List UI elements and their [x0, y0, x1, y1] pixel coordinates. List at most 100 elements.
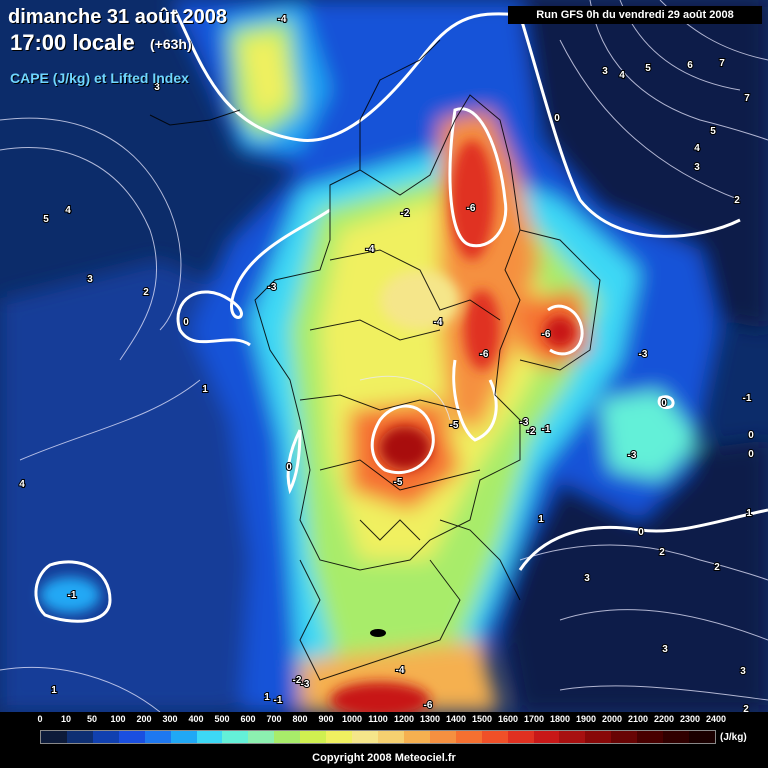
contour-label: -1 — [274, 695, 283, 706]
legend-swatch — [274, 731, 301, 743]
contour-label: 3 — [602, 66, 608, 77]
contour-label: -1 — [68, 590, 77, 601]
legend-tick-label: 50 — [86, 714, 98, 724]
copyright-text: Copyright 2008 Meteociel.fr — [312, 752, 456, 764]
legend-tick-label: 600 — [240, 714, 256, 724]
contour-label: -3 — [268, 282, 277, 293]
legend-tick-label: 200 — [136, 714, 152, 724]
legend-tick-labels: 0 10 50 100 200 300 400 500 600 700 800 900 1000 1100… — [37, 714, 726, 728]
legend-swatch — [689, 731, 715, 743]
legend-swatch — [533, 731, 560, 743]
contour-label: 6 — [687, 60, 693, 71]
legend-swatch — [663, 731, 690, 743]
contour-label: 0 — [183, 317, 189, 328]
legend-swatch — [585, 731, 612, 743]
contour-label: 1 — [264, 692, 270, 703]
contour-label: -1 — [542, 424, 551, 435]
contour-label: -2 — [401, 208, 410, 219]
contour-label: 1 — [746, 508, 752, 519]
legend-tick-label: 100 — [110, 714, 126, 724]
contour-label: -3 — [520, 417, 529, 428]
contour-label: 2 — [143, 287, 149, 298]
legend-tick-label: 1600 — [497, 714, 519, 724]
legend-swatch — [118, 731, 145, 743]
contour-label: 2 — [734, 195, 740, 206]
contour-label: 3 — [87, 274, 93, 285]
legend-swatch — [300, 731, 327, 743]
contour-label: 0 — [286, 462, 292, 473]
contour-label: -3 — [639, 349, 648, 360]
legend-color-bar — [40, 730, 716, 744]
contour-label: -5 — [394, 477, 403, 488]
contour-label: 0 — [661, 398, 667, 409]
cape-maxima-layer — [40, 140, 576, 718]
legend-tick-label: 1500 — [471, 714, 493, 724]
contour-label: 3 — [584, 573, 590, 584]
legend-swatch — [481, 731, 508, 743]
contour-label: -6 — [480, 349, 489, 360]
forecast-offset: (+63h) — [150, 36, 192, 52]
contour-label: -6 — [467, 203, 476, 214]
legend-tick-label: 1900 — [575, 714, 597, 724]
forecast-time: 17:00 locale — [10, 30, 135, 55]
legend-tick-label: 500 — [214, 714, 230, 724]
legend-tick-label: 1300 — [419, 714, 441, 724]
contour-label: -4 — [396, 665, 405, 676]
contour-label: 5 — [710, 126, 716, 137]
contour-label: 3 — [694, 162, 700, 173]
contour-label: -1 — [743, 393, 752, 404]
contour-label: 3 — [662, 644, 668, 655]
contour-label: 0 — [554, 113, 560, 124]
legend-swatch — [326, 731, 353, 743]
contour-label: -4 — [434, 317, 443, 328]
legend-tick-label: 2400 — [705, 714, 727, 724]
contour-label: 7 — [719, 58, 725, 69]
legend-tick-label: 400 — [188, 714, 204, 724]
legend-tick-label: 2100 — [627, 714, 649, 724]
legend-swatch — [611, 731, 638, 743]
contour-label: 0 — [638, 527, 644, 538]
contour-label: 4 — [65, 205, 71, 216]
legend-swatch — [559, 731, 586, 743]
legend-swatch — [170, 731, 197, 743]
legend-swatch — [41, 731, 67, 743]
legend-swatch — [507, 731, 534, 743]
contour-label: -3 — [301, 679, 310, 690]
legend-tick-label: 0 — [37, 714, 43, 724]
contour-label: 3 — [740, 666, 746, 677]
legend-swatch — [403, 731, 430, 743]
contour-label: 0 — [748, 430, 754, 441]
border-lines — [149, 39, 601, 681]
legend-tick-label: 2200 — [653, 714, 675, 724]
contour-label: 1 — [202, 384, 208, 395]
contour-label: 0 — [748, 449, 754, 460]
legend-tick-label: 2000 — [601, 714, 623, 724]
legend-tick-label: 1700 — [523, 714, 545, 724]
contour-label: 2 — [743, 704, 749, 715]
legend-tick-label: 300 — [162, 714, 178, 724]
parameter-title: CAPE (J/kg) et Lifted Index — [10, 70, 189, 86]
lifted-index-isolines — [0, 0, 768, 713]
legend-swatch — [377, 731, 404, 743]
legend-swatch — [144, 731, 171, 743]
legend-tick-label: 1800 — [549, 714, 571, 724]
contour-label: 2 — [714, 562, 720, 573]
legend-tick-label: 1200 — [393, 714, 415, 724]
contour-label: 5 — [43, 214, 49, 225]
legend-tick-label: 2300 — [679, 714, 701, 724]
contour-label: 4 — [19, 479, 25, 490]
contour-label: -6 — [424, 700, 433, 711]
contour-label: 4 — [619, 70, 625, 81]
contour-label: -2 — [293, 675, 302, 686]
contour-label: 1 — [538, 514, 544, 525]
legend-swatch — [196, 731, 223, 743]
legend-tick-label: 700 — [266, 714, 282, 724]
contour-label: -6 — [542, 329, 551, 340]
legend-tick-label: 800 — [292, 714, 308, 724]
contour-label: 7 — [744, 93, 750, 104]
contour-label: 1 — [51, 685, 57, 696]
legend-swatch — [92, 731, 119, 743]
